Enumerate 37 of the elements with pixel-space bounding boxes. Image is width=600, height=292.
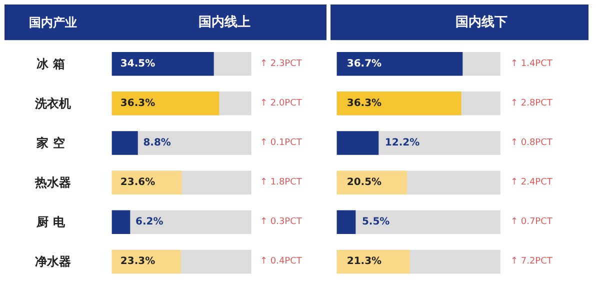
- text: ↑ 2.8PCT: [510, 98, 553, 108]
- data-label: 12.2%: [384, 138, 420, 148]
- text: ↑ 1.8PCT: [260, 178, 302, 188]
- chart-title: 国内线下: [456, 14, 508, 30]
- text: ↑ 2.3PCT: [260, 58, 302, 69]
- data-label: 36.7%: [346, 58, 382, 70]
- y-tick-label: 热水器: [34, 176, 71, 190]
- bar: [336, 210, 356, 234]
- data-label: 36.3%: [120, 98, 156, 109]
- data-label: 21.3%: [346, 256, 382, 268]
- text: ↑ 2.0PCT: [260, 98, 302, 108]
- text: ↑ 0.3PCT: [260, 217, 302, 228]
- y-axis-title: 国内产业: [28, 15, 77, 30]
- chart-title: 国内线上: [198, 14, 251, 30]
- data-label: 5.5%: [362, 216, 390, 228]
- data-label: 6.2%: [136, 216, 164, 228]
- bar: [112, 210, 130, 234]
- text: ↑ 2.4PCT: [510, 178, 553, 188]
- data-label: 8.8%: [143, 138, 171, 148]
- bar: [336, 131, 379, 155]
- data-label: 23.3%: [120, 256, 156, 268]
- text: ↑ 0.4PCT: [260, 256, 302, 267]
- text: ↑ 0.1PCT: [260, 138, 302, 148]
- y-tick-label: 家 空: [36, 136, 65, 150]
- y-tick-label: 厨 电: [36, 215, 66, 230]
- bar: [112, 131, 138, 155]
- text: ↑ 0.7PCT: [510, 217, 553, 228]
- text: ↑ 0.8PCT: [510, 138, 553, 148]
- text: ↑ 1.4PCT: [510, 58, 553, 69]
- text: ↑ 7.2PCT: [510, 256, 553, 267]
- y-tick-label: 净水器: [34, 254, 71, 269]
- data-label: 20.5%: [346, 177, 382, 188]
- data-label: 23.6%: [120, 177, 156, 188]
- data-label: 36.3%: [346, 98, 382, 109]
- data-label: 34.5%: [120, 58, 156, 70]
- y-tick-label: 冰 箱: [36, 56, 65, 71]
- y-tick-label: 洗衣机: [34, 96, 71, 110]
